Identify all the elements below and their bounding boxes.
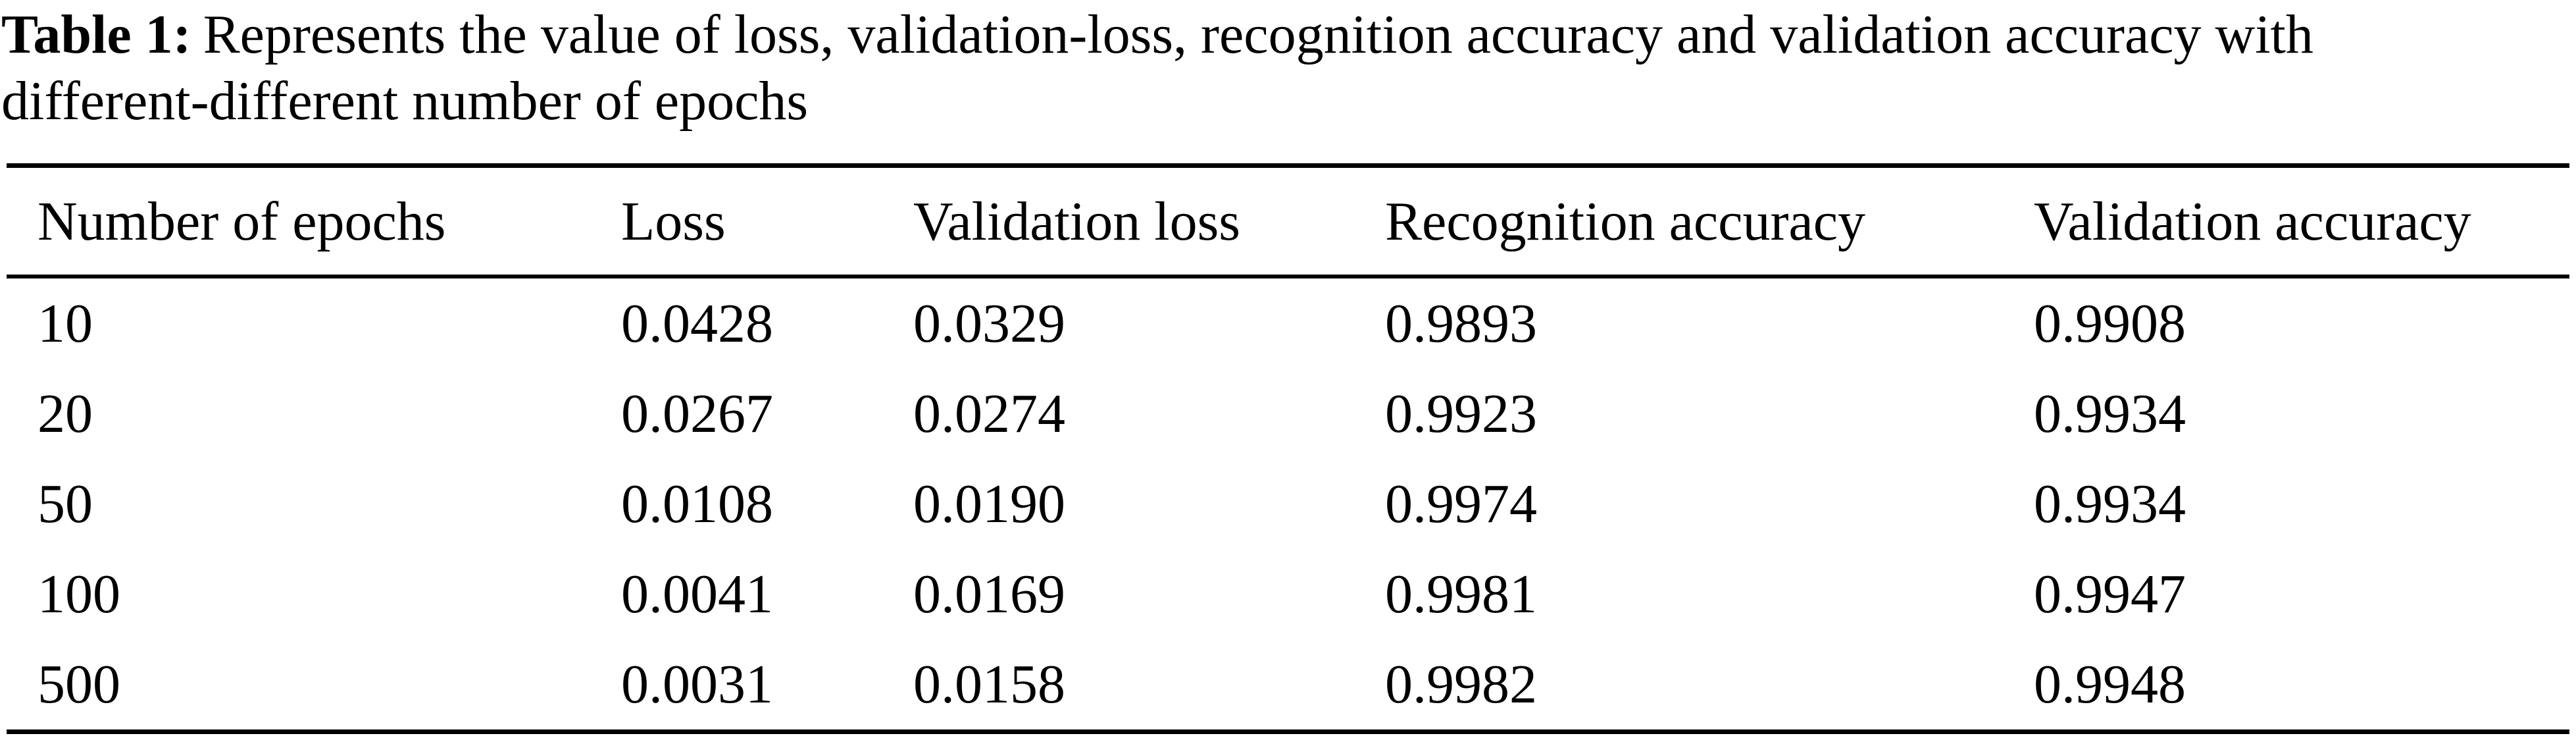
column-header-loss: Loss xyxy=(621,190,726,252)
table-row: 20 0.0267 0.0274 0.9923 0.9934 xyxy=(7,369,2569,459)
cell-epochs: 20 xyxy=(38,383,93,444)
table-row: 100 0.0041 0.0169 0.9981 0.9947 xyxy=(7,549,2569,639)
cell-validation-loss: 0.0169 xyxy=(913,564,1065,625)
caption-text-line1: Represents the value of loss, validation… xyxy=(203,4,2313,65)
cell-epochs: 10 xyxy=(38,293,93,354)
cell-recognition-accuracy: 0.9893 xyxy=(1385,293,1537,354)
cell-validation-loss: 0.0274 xyxy=(913,383,1065,444)
cell-epochs: 50 xyxy=(38,473,93,535)
cell-loss: 0.0041 xyxy=(621,564,773,625)
cell-validation-loss: 0.0190 xyxy=(913,473,1065,535)
caption-text-line2: different-different number of epochs xyxy=(1,70,809,132)
table-row: 50 0.0108 0.0190 0.9974 0.9934 xyxy=(7,459,2569,549)
results-table: Number of epochs Loss Validation loss Re… xyxy=(7,163,2569,734)
cell-validation-loss: 0.0329 xyxy=(913,293,1065,354)
cell-validation-accuracy: 0.9934 xyxy=(2034,383,2186,444)
cell-epochs: 100 xyxy=(38,564,120,625)
cell-loss: 0.0428 xyxy=(621,293,773,354)
column-header-recognition-accuracy: Recognition accuracy xyxy=(1385,190,1865,252)
cell-loss: 0.0108 xyxy=(621,473,773,535)
header-row: Number of epochs Loss Validation loss Re… xyxy=(7,166,2569,277)
caption-line-1: Table 1: Represents the value of loss, va… xyxy=(1,4,2313,65)
column-header-validation-accuracy: Validation accuracy xyxy=(2034,190,2471,252)
cell-loss: 0.0031 xyxy=(621,654,773,715)
cell-validation-accuracy: 0.9934 xyxy=(2034,473,2186,535)
table-row: 500 0.0031 0.0158 0.9982 0.9948 xyxy=(7,639,2569,732)
cell-validation-accuracy: 0.9948 xyxy=(2034,654,2186,715)
caption-label: Table 1: xyxy=(1,4,191,65)
cell-recognition-accuracy: 0.9974 xyxy=(1385,473,1537,535)
cell-validation-loss: 0.0158 xyxy=(913,654,1065,715)
cell-loss: 0.0267 xyxy=(621,383,773,444)
cell-recognition-accuracy: 0.9981 xyxy=(1385,564,1537,625)
column-header-validation-loss: Validation loss xyxy=(913,190,1240,252)
cell-validation-accuracy: 0.9947 xyxy=(2034,564,2186,625)
cell-recognition-accuracy: 0.9982 xyxy=(1385,654,1537,715)
cell-epochs: 500 xyxy=(38,654,120,715)
column-header-epochs: Number of epochs xyxy=(38,190,446,252)
cell-validation-accuracy: 0.9908 xyxy=(2034,293,2186,354)
table-row: 10 0.0428 0.0329 0.9893 0.9908 xyxy=(7,277,2569,369)
table-caption: Table 1: Represents the value of loss, va… xyxy=(1,1,2576,134)
cell-recognition-accuracy: 0.9923 xyxy=(1385,383,1537,444)
